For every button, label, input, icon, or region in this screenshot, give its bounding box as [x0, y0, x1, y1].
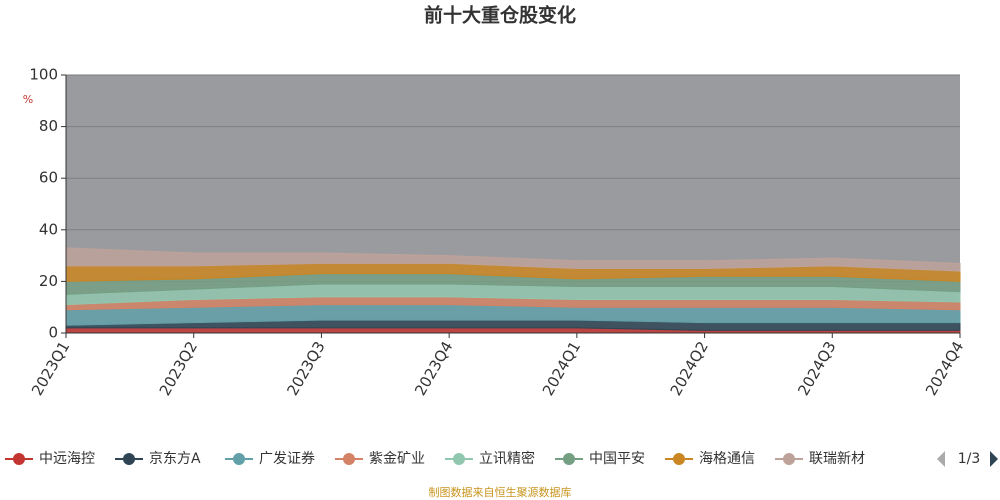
- legend-label: 联瑞新材: [809, 451, 865, 467]
- legend-item[interactable]: 中国平安: [555, 451, 645, 467]
- y-tick-label: 60: [39, 169, 58, 187]
- legend-item[interactable]: 京东方A: [115, 451, 201, 467]
- legend-label: 中国平安: [589, 451, 645, 467]
- legend-label: 中远海控: [39, 451, 95, 467]
- legend-marker: [343, 453, 355, 465]
- y-tick-label: 100: [29, 66, 58, 84]
- x-tick-label: 2023Q2: [156, 338, 201, 399]
- legend-marker: [123, 453, 135, 465]
- legend-label: 立讯精密: [479, 450, 535, 467]
- chart-title: 前十大重仓股变化: [424, 4, 576, 27]
- x-tick-label: 2024Q3: [794, 338, 839, 399]
- y-tick-label: 40: [39, 220, 58, 238]
- legend-label: 京东方A: [149, 451, 201, 467]
- y-tick-label: 0: [48, 324, 58, 342]
- legend-item[interactable]: 中远海控: [5, 451, 95, 467]
- legend-item[interactable]: 联瑞新材: [775, 451, 865, 467]
- legend-prev[interactable]: [937, 451, 945, 467]
- legend-item[interactable]: 海格通信: [665, 451, 755, 467]
- legend-label: 海格通信: [699, 451, 755, 467]
- legend-marker: [453, 453, 465, 465]
- legend-next[interactable]: [990, 451, 998, 467]
- legend-item[interactable]: 立讯精密: [445, 450, 535, 467]
- legend-marker: [13, 453, 25, 465]
- x-tick-label: 2023Q3: [283, 338, 328, 399]
- legend-item[interactable]: 广发证券: [225, 451, 315, 467]
- legend-marker: [233, 453, 245, 465]
- x-tick-label: 2023Q4: [411, 338, 456, 399]
- legend-marker: [673, 453, 685, 465]
- legend-label: 广发证券: [259, 451, 315, 467]
- x-tick-label: 2024Q1: [539, 338, 584, 399]
- x-tick-label: 2024Q4: [922, 338, 967, 399]
- area: [65, 247, 961, 272]
- y-axis-label: %: [23, 93, 33, 106]
- legend-marker: [563, 453, 575, 465]
- legend-label: 紫金矿业: [369, 451, 425, 467]
- source-note: 制图数据来自恒生聚源数据库: [429, 485, 572, 499]
- y-tick-label: 80: [39, 117, 58, 135]
- y-tick-label: 20: [39, 272, 58, 290]
- x-tick-label: 2024Q2: [667, 338, 712, 399]
- legend-page: 1/3: [958, 451, 981, 467]
- x-tick-label: 2023Q1: [28, 338, 73, 399]
- legend-marker: [783, 453, 795, 465]
- legend-item[interactable]: 紫金矿业: [335, 451, 425, 467]
